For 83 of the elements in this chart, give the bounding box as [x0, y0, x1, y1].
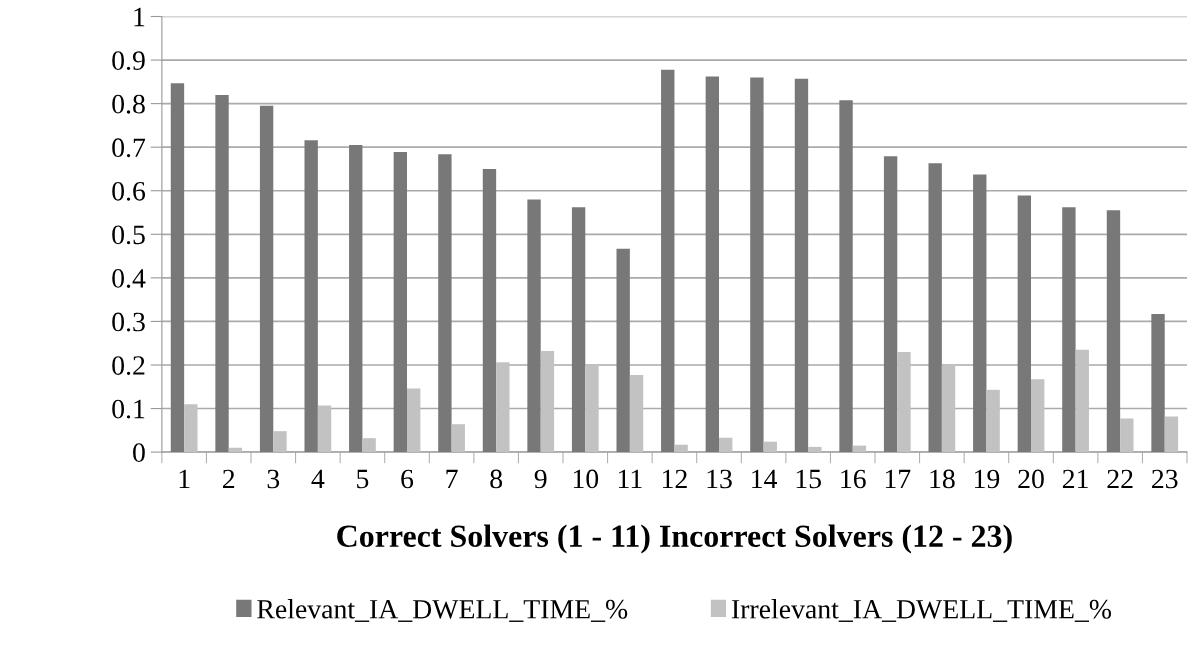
x-tick-label: 7 [446, 469, 458, 489]
bar [184, 404, 198, 453]
bar [897, 351, 911, 453]
bar [407, 388, 421, 453]
x-tick-label: 8 [490, 469, 503, 489]
x-tick-label: 18 [930, 469, 955, 489]
bar [496, 362, 510, 453]
x-tick-label: 15 [796, 469, 821, 489]
bar [808, 446, 822, 453]
bar [674, 444, 688, 453]
y-tick-label: 0.1 [112, 399, 145, 419]
x-tick-label: 20 [1018, 469, 1044, 489]
bar [393, 151, 408, 453]
x-tick-label: 9 [534, 469, 547, 489]
y-tick-label: 0.8 [112, 94, 145, 114]
x-tick-label: 17 [885, 469, 911, 489]
bar [1075, 349, 1089, 453]
x-tick-label: 13 [707, 469, 732, 489]
bar [362, 438, 376, 453]
bar [1164, 416, 1179, 453]
x-axis-title: Correct Solvers (1 - 11) Incorrect Solvers (12 - 23) [337, 524, 1012, 554]
x-tick-label: 11 [618, 469, 642, 489]
x-tick-label: 23 [1152, 469, 1178, 489]
y-tick-label: 0.3 [112, 312, 145, 332]
y-tick-label: 0 [133, 443, 145, 463]
x-tick-label: 6 [401, 469, 414, 489]
bar [482, 168, 497, 453]
y-tick-label: 0.7 [112, 138, 146, 158]
bar [170, 83, 185, 453]
bar [451, 424, 465, 453]
bar [215, 94, 229, 453]
bar [973, 174, 987, 453]
y-tick-label: 0.6 [112, 181, 146, 201]
x-tick-label: 19 [974, 469, 1000, 489]
bar [527, 199, 541, 453]
x-tick-label: 16 [841, 469, 866, 489]
x-tick-label: 21 [1062, 469, 1088, 489]
x-tick-label: 4 [311, 469, 325, 489]
bar [540, 351, 555, 453]
bar [883, 156, 898, 453]
bar [585, 364, 599, 453]
y-tick-label: 0.5 [112, 225, 145, 245]
bar [1106, 210, 1121, 453]
bar [661, 69, 675, 453]
bar [928, 163, 942, 453]
x-tick-label: 2 [223, 469, 235, 489]
bar [839, 100, 853, 453]
x-tick-label: 22 [1107, 469, 1133, 489]
bar [763, 441, 777, 453]
x-tick-label: 14 [752, 469, 778, 489]
bar [349, 145, 363, 453]
bar [1017, 195, 1032, 453]
bar [438, 154, 452, 453]
bar [794, 78, 809, 453]
bar [1031, 379, 1045, 453]
bar [317, 405, 332, 453]
y-tick-label: 1 [134, 7, 145, 27]
x-tick-label: 10 [573, 469, 599, 489]
x-tick-label: 3 [267, 469, 280, 489]
y-tick-label: 0.4 [112, 269, 146, 288]
bar [750, 77, 764, 453]
y-tick-label: 0.9 [112, 51, 145, 71]
bar [1151, 314, 1165, 453]
bar [719, 437, 733, 453]
bar [629, 375, 644, 453]
bar [941, 364, 956, 453]
bar [1120, 418, 1134, 453]
legend-label: Relevant_IA_DWELL_TIME_% [257, 599, 628, 622]
y-tick-label: 0.2 [112, 356, 145, 376]
bar [228, 447, 243, 453]
bar [259, 105, 274, 453]
bar [273, 431, 287, 453]
bar [705, 76, 720, 453]
legend-label: Irrelevant_IA_DWELL_TIME_% [731, 599, 1112, 622]
bar [571, 207, 586, 453]
x-tick-label: 1 [179, 469, 190, 489]
x-tick-label: 12 [662, 469, 687, 489]
bar [986, 389, 1000, 453]
bar [1062, 207, 1076, 453]
bar [304, 140, 318, 453]
bar [852, 445, 867, 453]
bar [616, 248, 630, 453]
x-tick-label: 5 [357, 469, 369, 489]
